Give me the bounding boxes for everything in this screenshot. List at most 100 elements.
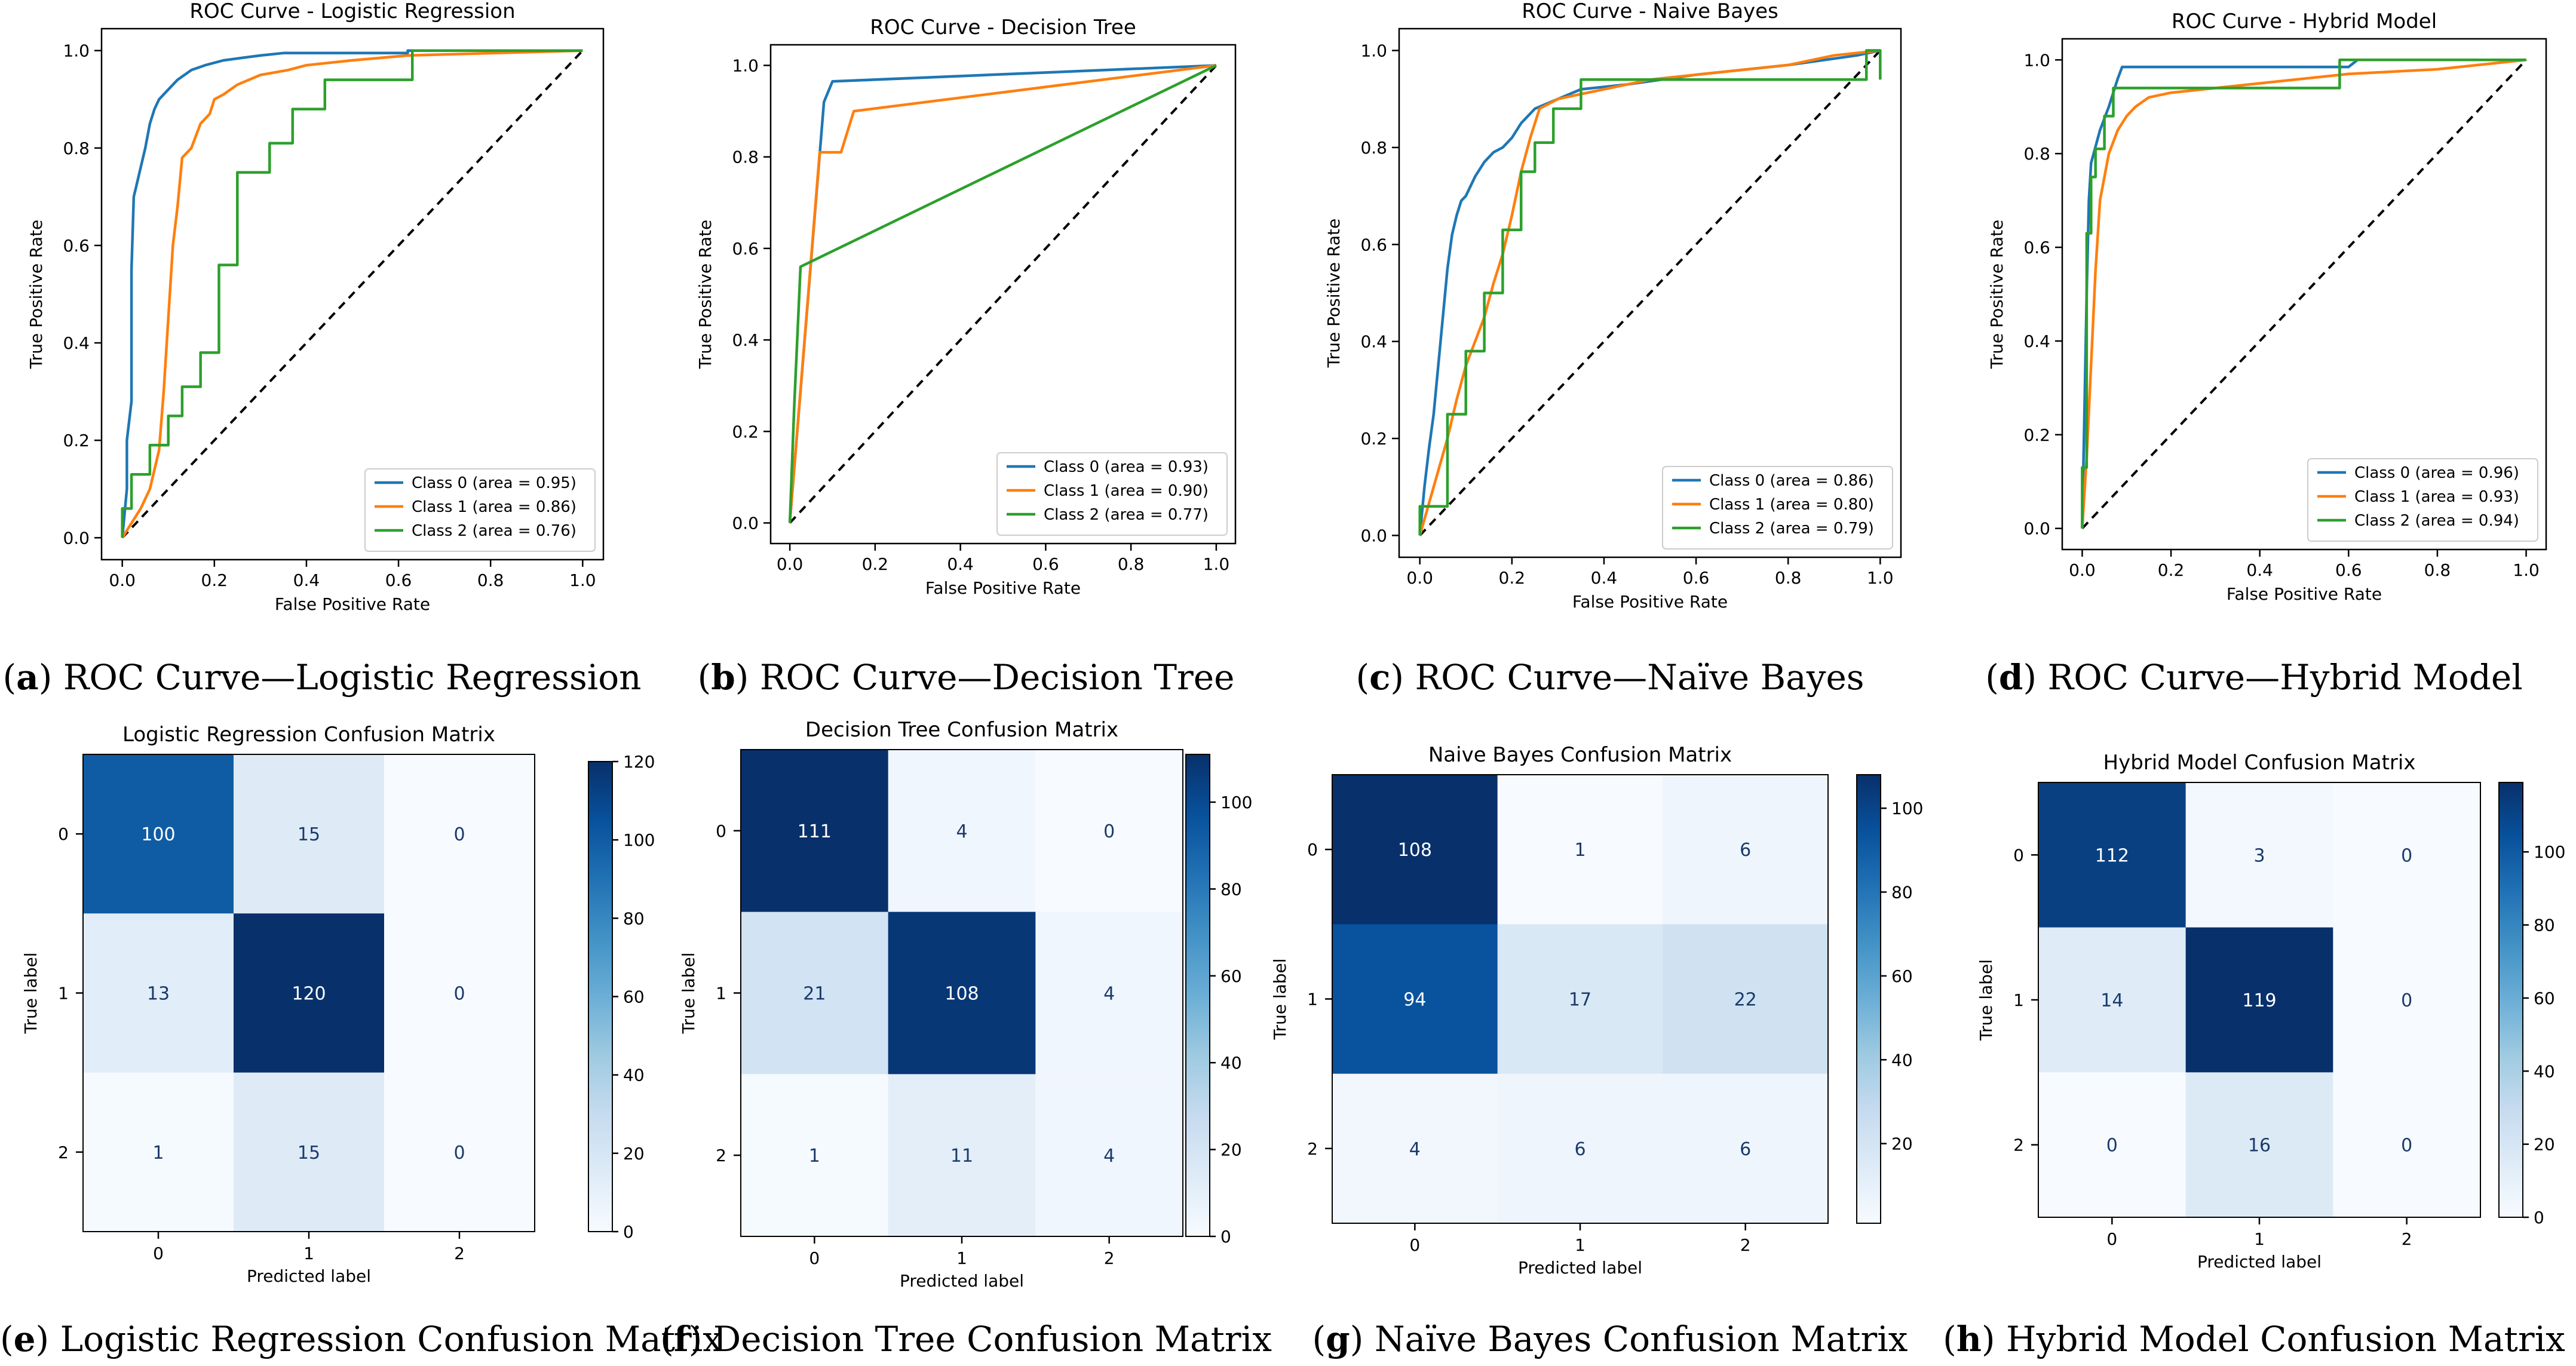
y-axis-label: True Positive Rate — [695, 220, 715, 369]
matrix-cell — [2333, 1072, 2481, 1218]
colorbar-tick-label: 40 — [1220, 1053, 1242, 1073]
x-tick-label: 0.0 — [109, 570, 136, 590]
x-tick-label: 0 — [153, 1244, 164, 1263]
cell-value: 111 — [798, 821, 832, 842]
colorbar-tick-label: 0 — [2534, 1208, 2544, 1227]
colorbar-tick-label: 20 — [2534, 1135, 2555, 1155]
matrix-cell — [1663, 1073, 1829, 1224]
cell-value: 0 — [453, 984, 465, 1005]
matrix-cell — [1332, 775, 1498, 925]
y-tick-label: 2 — [716, 1146, 726, 1165]
cell-value: 94 — [1403, 990, 1426, 1011]
y-tick-label: 0.8 — [732, 148, 759, 167]
cell-value: 4 — [1409, 1139, 1421, 1160]
cell-value: 1 — [809, 1146, 820, 1167]
x-tick-label: 0.8 — [477, 570, 504, 590]
y-tick-label: 0.8 — [63, 139, 90, 158]
caption-d: (d) ROC Curve—Hybrid Model — [1985, 657, 2523, 698]
x-tick-label: 2 — [1104, 1248, 1115, 1268]
colorbar-tick-label: 20 — [623, 1144, 645, 1164]
colorbar-tick-label: 20 — [1891, 1134, 1913, 1154]
matrix-cell — [1035, 1074, 1183, 1237]
cell-value: 15 — [298, 824, 320, 845]
colorbar-tick-label: 100 — [623, 830, 655, 850]
chart-title: Decision Tree Confusion Matrix — [805, 718, 1118, 742]
y-tick-label: 1 — [1307, 990, 1318, 1009]
y-tick-label: 1 — [2013, 990, 2024, 1010]
colorbar-tick-label: 120 — [623, 752, 655, 772]
y-tick-label: 0.6 — [732, 239, 759, 259]
x-tick-label: 1.0 — [569, 570, 596, 590]
cell-value: 0 — [2401, 990, 2412, 1011]
plot-frame — [100, 27, 605, 561]
caption-b: (b) ROC Curve—Decision Tree — [697, 657, 1235, 698]
matrix-cell — [234, 913, 385, 1073]
x-tick-label: 2 — [454, 1244, 465, 1263]
y-tick-label: 0.6 — [1360, 235, 1387, 254]
cell-value: 4 — [1103, 984, 1115, 1005]
colorbar-tick-label: 40 — [1891, 1050, 1913, 1070]
y-tick-label: 0 — [716, 821, 726, 841]
matrix-cell — [384, 1072, 535, 1232]
legend-box — [2307, 458, 2538, 542]
roc-series-class-2 — [121, 49, 583, 538]
legend-box — [1662, 466, 1893, 550]
y-tick-label: 0 — [1307, 840, 1318, 859]
matrix-cell — [888, 1074, 1036, 1237]
y-axis-label: True label — [21, 952, 41, 1034]
x-tick-label: 0.8 — [2424, 560, 2451, 580]
legend: Class 0 (area = 0.93) Class 1 (area = 0.9… — [996, 452, 1228, 536]
chart-title: ROC Curve - Decision Tree — [870, 16, 1136, 39]
matrix-cell — [741, 750, 889, 913]
x-tick-label: 0.4 — [2246, 560, 2273, 580]
colorbar-tick-label: 0 — [623, 1222, 634, 1242]
x-tick-label: 0.0 — [777, 554, 804, 574]
matrix-cell — [1497, 775, 1663, 925]
y-tick-label: 0.2 — [2023, 425, 2050, 445]
chart-title: Hybrid Model Confusion Matrix — [2103, 751, 2416, 775]
matrix-cell — [888, 750, 1036, 913]
legend-entry: Class 1 (area = 0.80) — [1709, 496, 1874, 514]
x-axis-label: Predicted label — [247, 1266, 371, 1286]
x-tick-label: 0.2 — [862, 554, 889, 574]
cell-value: 6 — [1574, 1139, 1586, 1160]
legend-entry: Class 1 (area = 0.86) — [412, 498, 576, 516]
matrix-cell — [2038, 927, 2186, 1073]
y-tick-label: 0.4 — [2023, 331, 2050, 351]
x-tick-label: 0.8 — [1118, 554, 1145, 574]
cell-value: 120 — [292, 984, 326, 1005]
x-axis-label: False Positive Rate — [925, 578, 1081, 598]
chance-diagonal-line — [789, 65, 1218, 524]
colorbar-tick-label: 80 — [1891, 883, 1913, 903]
x-axis-label: False Positive Rate — [275, 594, 430, 614]
roc-chart-c: ROC Curve - Naive Bayes 0.0 0.0 0.2 0.2 0.4 0.… — [1324, 0, 1902, 612]
cell-value: 22 — [1734, 990, 1757, 1011]
cell-value: 13 — [147, 984, 170, 1005]
x-tick-label: 2 — [1740, 1235, 1751, 1255]
y-tick-label: 0.6 — [63, 236, 90, 256]
x-tick-label: 1 — [956, 1248, 967, 1268]
matrix-cell — [234, 1072, 385, 1232]
x-tick-label: 0.2 — [201, 570, 228, 590]
cell-value: 4 — [1103, 1146, 1115, 1167]
x-axis-label: Predicted label — [2197, 1252, 2322, 1272]
x-tick-label: 1 — [2254, 1229, 2265, 1249]
x-axis-label: False Positive Rate — [2227, 584, 2382, 604]
roc-series-class-1 — [121, 49, 583, 539]
colorbar-tick-label: 80 — [1220, 879, 1242, 899]
matrix-cell — [2333, 782, 2481, 928]
caption-e: (e) Logistic Regression Confusion Matrix — [0, 1319, 722, 1359]
y-tick-label: 0.2 — [63, 431, 90, 450]
roc-series-class-1 — [1418, 49, 1881, 536]
x-tick-label: 0.4 — [293, 570, 320, 590]
colorbar-tick-label: 60 — [623, 987, 645, 1007]
y-tick-label: 0.4 — [732, 330, 759, 350]
y-tick-label: 0.0 — [63, 528, 90, 548]
y-tick-label: 0.2 — [732, 422, 759, 441]
caption-f: (f) Decision Tree Confusion Matrix — [660, 1319, 1272, 1359]
colorbar-tick-label: 60 — [1220, 966, 1242, 986]
matrix-cell — [1497, 924, 1663, 1075]
y-tick-label: 0.8 — [2023, 144, 2050, 164]
